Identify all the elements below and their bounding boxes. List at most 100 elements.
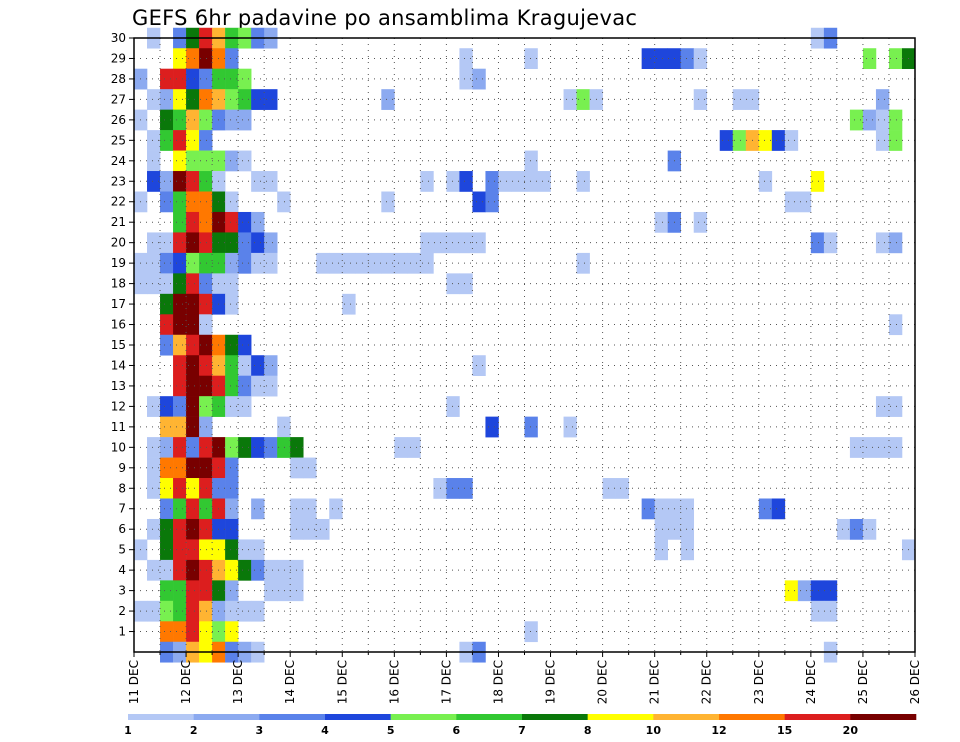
heatmap-cell <box>225 232 239 254</box>
x-tick-label: 18 DEC <box>491 660 505 704</box>
heatmap-cell <box>199 437 213 458</box>
heatmap-cell <box>160 232 174 254</box>
heatmap-cell <box>173 355 187 376</box>
heatmap-cell <box>472 232 486 254</box>
heatmap-cell <box>186 621 200 643</box>
legend-label: 12 <box>711 724 726 737</box>
heatmap-cell <box>225 621 239 643</box>
y-tick-label: 8 <box>118 481 126 495</box>
x-tick-label: 11 DEC <box>127 660 141 704</box>
y-tick-label: 18 <box>111 277 126 291</box>
heatmap-cell <box>199 89 213 110</box>
heatmap-cell <box>329 498 343 520</box>
heatmap-cell <box>251 232 265 254</box>
heatmap-cell <box>173 539 187 561</box>
legend-label: 15 <box>777 724 792 737</box>
heatmap-cell <box>173 600 187 622</box>
legend-swatch <box>390 714 457 720</box>
legend-swatch <box>653 714 720 720</box>
heatmap-cell <box>147 518 161 540</box>
heatmap-cell <box>576 171 590 192</box>
heatmap-cell <box>160 621 174 643</box>
heatmap-cell <box>186 559 200 581</box>
heatmap-cell <box>680 539 695 561</box>
heatmap-cell <box>199 171 213 192</box>
heatmap-cell <box>199 416 213 438</box>
heatmap-cell <box>810 600 825 622</box>
heatmap-cell <box>225 457 239 479</box>
heatmap-cell <box>407 437 421 458</box>
heatmap-cell <box>693 89 708 110</box>
y-tick-label: 24 <box>111 154 126 168</box>
legend-swatch <box>259 714 326 720</box>
heatmap-cell <box>160 171 174 192</box>
heatmap-cell <box>251 89 265 110</box>
heatmap-cell <box>277 416 291 438</box>
heatmap-cell <box>147 273 161 295</box>
heatmap-cell <box>277 191 291 213</box>
heatmap-cell <box>186 334 200 356</box>
heatmap-cell <box>329 252 343 274</box>
heatmap-cell <box>277 559 291 581</box>
heatmap-cell <box>186 252 200 274</box>
heatmap-cell <box>225 539 239 561</box>
y-tick-label: 13 <box>111 379 126 393</box>
heatmap-cell <box>264 171 278 192</box>
heatmap-cell <box>381 191 395 213</box>
color-legend: 1 2 3 4 5 6 7 8 10 12 15 20 <box>124 714 917 737</box>
heatmap-cell <box>784 130 799 151</box>
heatmap-cell <box>160 600 174 622</box>
heatmap-cell <box>173 314 187 336</box>
legend-swatch <box>784 714 851 720</box>
heatmap-cell <box>186 191 200 213</box>
heatmap-cell <box>238 211 252 233</box>
heatmap-cell <box>225 150 239 172</box>
heatmap-cell <box>849 109 864 131</box>
heatmap-cell <box>238 375 252 397</box>
legend-label: 1 <box>124 724 132 737</box>
x-tick-label: 25 DEC <box>856 660 870 704</box>
legend-label: 5 <box>387 724 395 737</box>
legend-swatch <box>456 714 523 720</box>
heatmap-cell <box>797 580 812 602</box>
legend-swatch <box>850 714 917 720</box>
heatmap-cell <box>316 518 330 540</box>
heatmap-cell <box>238 252 252 274</box>
heatmap-cell <box>199 232 213 254</box>
heatmap-cell <box>888 314 903 336</box>
heatmap-cell <box>251 171 265 192</box>
y-tick-label: 6 <box>118 522 126 536</box>
heatmap-cell <box>251 355 265 376</box>
heatmap-cell <box>199 600 213 622</box>
heatmap-cell <box>147 396 161 417</box>
heatmap-cell <box>251 252 265 274</box>
heatmap-cell <box>693 48 708 69</box>
heatmap-cell <box>186 457 200 479</box>
heatmap-cell <box>888 130 903 151</box>
heatmap-cell <box>875 130 890 151</box>
heatmap-cell <box>238 68 252 90</box>
heatmap-cell <box>446 273 460 295</box>
heatmap-cell <box>342 252 356 274</box>
heatmap-cell <box>199 252 213 274</box>
x-tick-label: 17 DEC <box>439 660 453 704</box>
heatmap-cell <box>836 518 851 540</box>
y-tick-label: 27 <box>111 92 126 106</box>
heatmap-cell <box>654 498 668 520</box>
heatmap-cell <box>862 48 877 69</box>
heatmap-cell <box>381 89 395 110</box>
heatmap-cell <box>264 437 278 458</box>
heatmap-cell <box>199 191 213 213</box>
y-tick-label: 7 <box>118 502 126 516</box>
heatmap-cell <box>186 48 200 69</box>
y-tick-label: 2 <box>118 604 126 618</box>
y-tick-label: 4 <box>118 563 126 577</box>
heatmap-cell <box>186 211 200 233</box>
heatmap-cell <box>147 437 161 458</box>
heatmap-cell <box>498 171 512 192</box>
heatmap-cell <box>186 437 200 458</box>
heatmap-cell <box>225 211 239 233</box>
heatmap-cell <box>160 478 174 499</box>
heatmap-cell <box>225 580 239 602</box>
heatmap-cell <box>186 293 200 315</box>
